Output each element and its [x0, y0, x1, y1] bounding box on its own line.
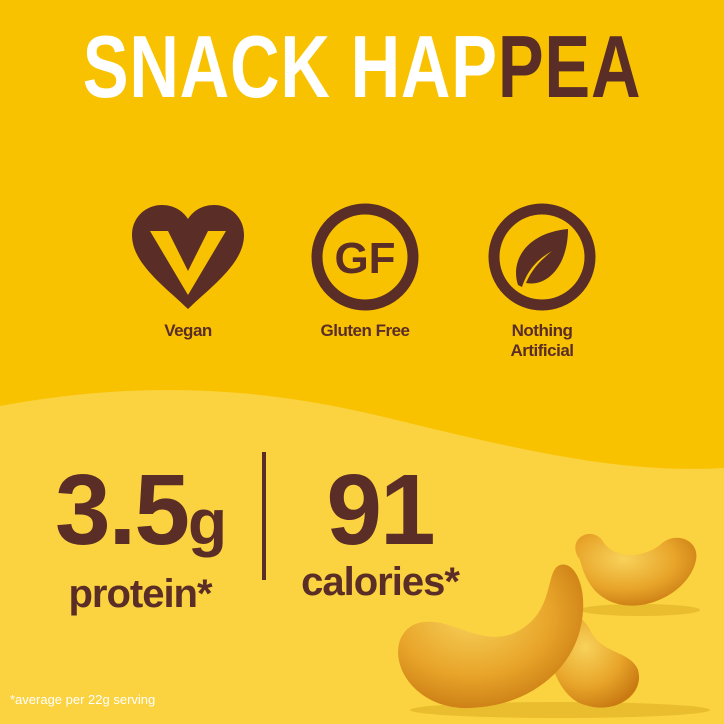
- protein-stat: 3.5g protein*: [30, 460, 250, 616]
- badge-gluten-free: GF Gluten Free: [295, 203, 435, 341]
- headline: SNACK HAPPEA: [0, 22, 724, 112]
- svg-text:GF: GF: [334, 234, 395, 283]
- protein-label: protein*: [68, 572, 212, 616]
- snack-puffs-image: [398, 533, 710, 718]
- badge-label: Gluten Free: [320, 321, 410, 340]
- calories-stat: 91 calories*: [280, 460, 480, 604]
- calories-value: 91: [326, 454, 435, 566]
- headline-part-white: SNACK HAP: [82, 17, 498, 116]
- badge-nothing-artificial: Nothing Artificial: [472, 203, 612, 361]
- protein-value: 3.5g: [54, 454, 227, 566]
- leaf-circle-icon: [488, 203, 596, 311]
- footnote: *average per 22g serving: [10, 692, 156, 707]
- vegan-heart-icon: [132, 205, 244, 309]
- divider: [262, 452, 266, 580]
- badge-vegan: Vegan: [118, 203, 258, 341]
- headline-part-brown: PEA: [497, 17, 642, 116]
- badge-label: Nothing Artificial: [510, 321, 574, 360]
- gf-circle-icon: GF: [311, 203, 419, 311]
- calories-label: calories*: [301, 560, 460, 604]
- badge-label: Vegan: [164, 321, 212, 340]
